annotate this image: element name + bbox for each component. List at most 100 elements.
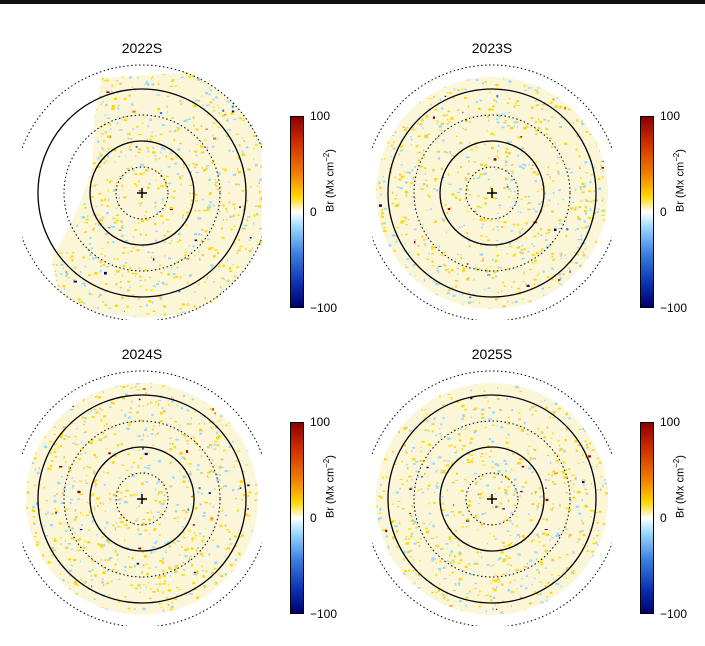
field-speckle — [478, 606, 481, 607]
field-speckle — [494, 536, 496, 538]
field-speckle — [193, 524, 195, 525]
field-speckle — [579, 186, 582, 188]
field-speckle — [521, 249, 524, 251]
field-speckle — [213, 255, 216, 258]
field-speckle — [570, 172, 573, 174]
field-speckle — [565, 404, 568, 406]
field-speckle — [545, 550, 548, 553]
field-speckle — [430, 601, 431, 603]
field-speckle — [217, 252, 219, 254]
field-speckle — [113, 223, 115, 224]
field-speckle — [466, 593, 469, 594]
field-speckle — [255, 526, 257, 528]
field-speckle — [538, 536, 540, 538]
field-speckle — [259, 548, 261, 550]
field-speckle — [74, 267, 77, 269]
field-speckle — [141, 492, 143, 494]
field-speckle — [406, 194, 408, 197]
field-speckle — [499, 207, 500, 208]
field-speckle — [486, 485, 489, 487]
field-speckle — [101, 253, 103, 254]
field-speckle — [485, 202, 487, 205]
field-speckle — [221, 459, 224, 461]
field-speckle — [38, 135, 41, 137]
field-speckle — [84, 285, 86, 287]
field-speckle — [474, 383, 476, 384]
field-speckle — [233, 203, 235, 205]
field-speckle — [32, 506, 34, 509]
field-speckle — [518, 246, 520, 248]
field-speckle — [437, 267, 438, 269]
field-speckle — [601, 560, 602, 562]
field-speckle — [98, 396, 101, 398]
field-speckle — [466, 605, 467, 607]
field-speckle — [95, 485, 96, 487]
field-speckle — [60, 273, 63, 275]
field-speckle — [462, 414, 465, 415]
field-speckle — [428, 196, 431, 198]
field-speckle — [376, 506, 378, 508]
field-speckle — [262, 191, 263, 192]
field-speckle — [442, 84, 445, 86]
field-speckle — [79, 101, 82, 103]
field-speckle — [219, 112, 220, 114]
field-speckle — [207, 446, 210, 448]
field-speckle — [160, 272, 162, 274]
field-speckle — [166, 617, 169, 619]
field-speckle — [149, 534, 150, 535]
field-speckle — [509, 98, 512, 99]
field-speckle — [63, 285, 65, 287]
field-speckle — [441, 469, 443, 471]
field-speckle — [259, 228, 262, 230]
field-speckle — [209, 201, 212, 203]
field-speckle — [604, 224, 606, 225]
field-speckle — [593, 264, 596, 265]
field-speckle — [160, 296, 162, 298]
field-speckle — [568, 593, 570, 596]
field-speckle — [140, 233, 142, 236]
field-speckle — [480, 173, 482, 175]
field-speckle — [498, 157, 499, 159]
field-speckle — [96, 214, 98, 215]
field-speckle — [477, 552, 480, 553]
field-speckle — [177, 405, 178, 407]
field-speckle — [94, 574, 97, 577]
field-speckle — [419, 560, 421, 561]
field-speckle — [116, 80, 118, 81]
field-speckle — [103, 76, 104, 78]
field-speckle — [435, 283, 438, 285]
field-speckle — [510, 70, 511, 73]
field-speckle — [97, 140, 99, 142]
field-speckle — [431, 592, 434, 594]
field-speckle — [558, 575, 560, 576]
field-speckle — [402, 126, 405, 128]
field-speckle — [514, 125, 515, 127]
field-speckle — [200, 393, 202, 395]
field-speckle — [461, 254, 462, 256]
field-speckle — [602, 200, 604, 202]
field-speckle — [395, 241, 397, 243]
field-speckle — [559, 273, 561, 275]
field-speckle — [132, 273, 135, 275]
field-speckle — [379, 204, 382, 206]
field-speckle — [227, 547, 230, 549]
field-speckle — [508, 112, 510, 113]
field-speckle — [68, 543, 71, 545]
field-speckle — [391, 156, 393, 157]
field-speckle — [89, 393, 92, 395]
field-speckle — [138, 134, 141, 135]
colorbar-axis-label: Br (Mx cm−2) — [322, 455, 337, 518]
field-speckle — [408, 172, 412, 174]
field-speckle — [52, 184, 54, 185]
field-speckle — [409, 273, 410, 275]
field-speckle — [566, 600, 570, 602]
field-speckle — [212, 135, 213, 137]
field-speckle — [73, 141, 75, 143]
field-speckle — [153, 147, 154, 149]
field-speckle — [48, 223, 51, 225]
field-speckle — [543, 545, 545, 547]
field-speckle — [492, 425, 495, 426]
field-speckle — [498, 292, 499, 294]
field-speckle — [421, 410, 423, 411]
field-speckle — [257, 186, 258, 187]
